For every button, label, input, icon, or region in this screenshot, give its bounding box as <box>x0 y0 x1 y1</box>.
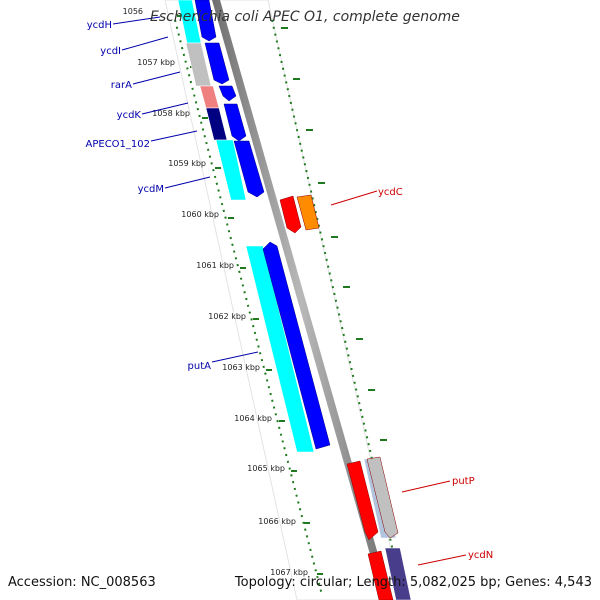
cds-arrow <box>366 456 399 539</box>
cds-arrow <box>223 103 247 142</box>
gene-label-rarA: rarA <box>111 80 132 91</box>
tick-label: 1065 kbp <box>247 464 285 473</box>
cds-arrow <box>296 194 320 231</box>
reverse-cds-track <box>279 194 399 600</box>
tick-label: 1060 kbp <box>181 210 219 219</box>
cds-arrow <box>204 42 230 85</box>
forward-gene-labels: ycdH ycdI rarA ycdK APECO1_102 ycdM putA <box>86 16 259 372</box>
cds-arrow <box>194 0 217 42</box>
tick-label: 1058 kbp <box>152 109 190 118</box>
genome-summary-text: Topology: circular; Length: 5,082,025 bp… <box>234 575 592 590</box>
gene-box-putA <box>245 245 315 453</box>
tick-label: 1057 kbp <box>137 58 175 67</box>
cds-arrow-ycdN <box>367 550 394 600</box>
tick-label: 1061 kbp <box>196 261 234 270</box>
gene-box-ycdM <box>215 139 247 201</box>
cds-arrow-putP <box>346 460 379 541</box>
gene-label-apeco1-102: APECO1_102 <box>86 139 151 150</box>
gene-label-ycdM: ycdM <box>138 184 164 195</box>
right-ruler-line <box>271 19 396 561</box>
gene-box-ycdN <box>384 547 412 600</box>
tick-label: 1064 kbp <box>234 414 272 423</box>
map-title: Escherichia coli APEC O1, complete genom… <box>150 9 460 25</box>
right-ruler-ticks <box>281 27 387 441</box>
gene-label-ycdK: ycdK <box>117 110 142 121</box>
genome-backbone <box>212 0 391 600</box>
forward-cds-track <box>194 0 331 450</box>
gene-label-putP: putP <box>452 476 475 487</box>
tick-label: 1062 kbp <box>208 312 246 321</box>
gene-label-ycdC: ycdC <box>378 187 403 198</box>
tick-label: 1067 kbp <box>270 568 308 577</box>
cds-arrow-ycdC <box>279 195 302 234</box>
tick-label: 1063 kbp <box>222 363 260 372</box>
tick-label: 1059 kbp <box>168 159 206 168</box>
gene-label-ycdN: ycdN <box>468 550 493 561</box>
reverse-gene-labels: ycdC putP ycdN <box>330 187 493 566</box>
gene-label-ycdH: ycdH <box>87 20 112 31</box>
cds-arrow <box>218 85 237 102</box>
left-ruler-line <box>174 19 323 596</box>
tick-label: 1066 kbp <box>258 517 296 526</box>
accession-text: Accession: NC_008563 <box>8 575 156 590</box>
cds-arrow <box>233 140 265 198</box>
cds-arrow <box>262 241 331 450</box>
gene-label-putA: putA <box>188 361 212 372</box>
left-ruler-ticks <box>177 15 323 575</box>
gene-label-ycdI: ycdI <box>100 46 121 57</box>
tick-labels: 1056 1057 kbp 1058 kbp 1059 kbp 1060 kbp… <box>123 7 308 577</box>
tick-label: 1056 <box>123 7 143 16</box>
